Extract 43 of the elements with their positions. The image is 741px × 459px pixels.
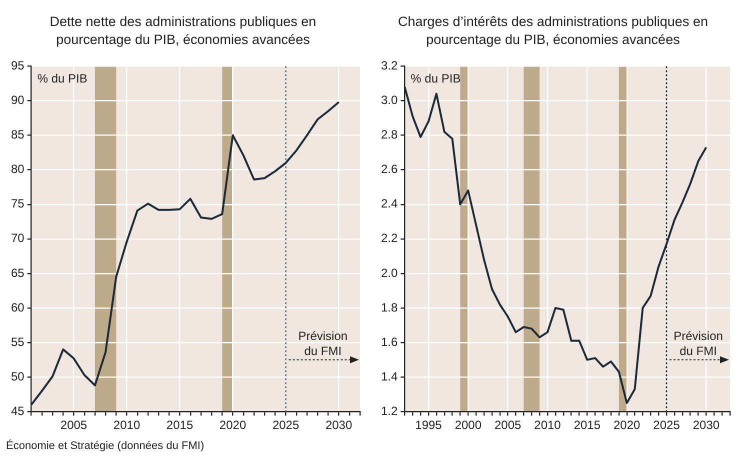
y-axis-title: % du PIB	[37, 72, 88, 86]
annotation: Prévision du FMI	[674, 328, 723, 358]
y-tick-label: 95	[10, 58, 25, 73]
x-tick-label: 2010	[534, 418, 562, 432]
y-tick-label: 65	[10, 266, 25, 280]
x-tick-label: 1995	[415, 418, 442, 432]
y-tick-label: 55	[10, 334, 25, 349]
x-tick-label: 2020	[614, 418, 641, 432]
y-tick-label: 1.2	[380, 404, 398, 418]
x-tick-label: 2005	[60, 418, 88, 432]
y-tick-label: 2.4	[380, 196, 398, 211]
y-tick-label: 3.0	[380, 93, 398, 108]
y-tick-label: 2.2	[380, 231, 398, 246]
chart-title: Charges d’intérêts des administrations publiques en pourcentage du PIB, économies avancées	[397, 13, 709, 49]
y-tick-label: 45	[10, 404, 25, 418]
y-axis-title: % du PIB	[410, 72, 461, 86]
y-tick-label: 70	[10, 231, 25, 246]
y-tick-label: 2.0	[380, 266, 398, 280]
y-tick-label: 50	[10, 369, 25, 384]
y-tick-label: 2.8	[380, 128, 398, 142]
x-tick-label: 2010	[113, 418, 140, 432]
y-tick-label: 1.6	[380, 334, 398, 349]
x-tick-label: 2020	[219, 418, 246, 432]
y-tick-label: 85	[10, 128, 25, 142]
text: Économie et Stratégie (données du FMI)	[6, 440, 204, 452]
x-tick-label: 2015	[574, 418, 601, 432]
y-tick-label: 75	[10, 196, 25, 211]
y-tick-label: 2.6	[380, 162, 398, 176]
y-tick-label: 60	[10, 300, 25, 314]
y-tick-label: 90	[10, 93, 25, 108]
annotation: Prévision du FMI	[298, 328, 348, 358]
x-tick-label: 2030	[692, 418, 720, 432]
x-tick-label: 2025	[272, 418, 300, 432]
x-tick-label: 2005	[494, 418, 522, 432]
y-tick-label: 80	[10, 162, 25, 176]
x-tick-label: 2000	[454, 418, 482, 432]
y-tick-label: 1.8	[380, 300, 398, 314]
x-tick-label: 2015	[166, 418, 194, 432]
x-tick-label: 2030	[325, 418, 352, 432]
x-tick-label: 2025	[653, 418, 680, 432]
y-tick-label: 1.4	[380, 369, 398, 384]
y-tick-label: 3.2	[380, 58, 398, 73]
chart-title: Dette nette des administrations publiques en pourcentage du PIB, économies avancées	[48, 13, 318, 49]
